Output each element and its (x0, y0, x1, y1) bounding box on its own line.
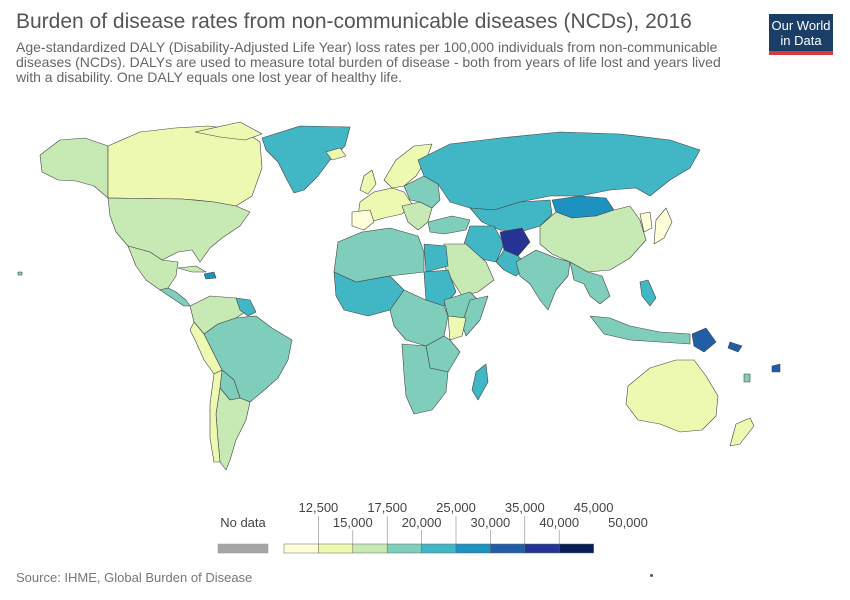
region-guianas[interactable] (235, 297, 257, 317)
legend-bottom-label: 50,000 (608, 515, 648, 530)
legend-no-data-swatch (217, 543, 269, 554)
region-iceland[interactable] (325, 147, 347, 161)
source-note: Source: IHME, Global Burden of Disease (16, 570, 253, 585)
region-philippines[interactable] (639, 279, 657, 307)
region-korea[interactable] (639, 211, 653, 233)
region-vanuatu[interactable] (743, 373, 751, 383)
region-cuba[interactable] (177, 265, 207, 273)
legend-top-label: 12,500 (299, 500, 339, 515)
legend-swatch (524, 543, 560, 554)
region-indonesia[interactable] (589, 315, 691, 345)
legend-no-data-label: No data (220, 515, 266, 530)
region-china[interactable] (539, 205, 647, 273)
region-japan[interactable] (653, 207, 673, 245)
region-madagascar[interactable] (471, 363, 489, 401)
legend-swatch (386, 543, 422, 554)
region-australia[interactable] (625, 359, 719, 433)
legend-top-label: 35,000 (505, 500, 545, 515)
region-central-africa[interactable] (389, 289, 449, 347)
region-arabia[interactable] (441, 243, 495, 297)
region-turkey[interactable] (427, 215, 471, 235)
region-solomon-islands[interactable] (727, 341, 743, 353)
legend-bottom-label: 40,000 (539, 515, 579, 530)
legend-top-label: 25,000 (436, 500, 476, 515)
legend-bottom-label: 30,000 (471, 515, 511, 530)
region-iberia[interactable] (351, 209, 375, 231)
legend-swatch (455, 543, 491, 554)
logo-line-1: Our World (771, 18, 831, 33)
region-greenland[interactable] (261, 125, 351, 194)
region-central-america[interactable] (159, 287, 191, 307)
region-india[interactable] (515, 249, 571, 311)
legend-swatch (490, 543, 526, 554)
region-hawaii[interactable] (17, 271, 23, 276)
region-uk[interactable] (359, 169, 377, 195)
region-usa[interactable] (107, 197, 251, 263)
world-map[interactable] (0, 110, 850, 490)
region-chile[interactable] (209, 369, 223, 463)
chart-title: Burden of disease rates from non-communi… (16, 10, 692, 33)
region-afghanistan[interactable] (499, 227, 531, 257)
region-egypt[interactable] (423, 243, 449, 273)
logo-line-2: in Data (780, 33, 822, 48)
legend-swatch (283, 543, 319, 554)
legend-bottom-label: 20,000 (402, 515, 442, 530)
legend-top-label: 45,000 (574, 500, 614, 515)
decorative-dot (650, 574, 653, 577)
region-hispaniola[interactable] (203, 271, 217, 280)
region-fiji[interactable] (771, 363, 781, 373)
legend-swatch (352, 543, 388, 554)
legend-swatch (421, 543, 457, 554)
region-russia[interactable] (417, 131, 701, 211)
region-papua-new-guinea[interactable] (691, 327, 717, 353)
region-mexico[interactable] (127, 245, 179, 291)
region-southern-africa[interactable] (401, 343, 449, 415)
region-alaska[interactable] (39, 137, 109, 199)
region-kenya[interactable] (447, 315, 467, 341)
legend-swatch (318, 543, 354, 554)
legend-swatch (558, 543, 594, 554)
owid-logo[interactable]: Our World in Data (769, 14, 833, 55)
region-new-zealand[interactable] (729, 417, 755, 447)
region-southeast-asia[interactable] (569, 261, 611, 305)
chart-subtitle: Age-standardized DALY (Disability-Adjust… (16, 39, 721, 85)
legend-top-label: 17,500 (367, 500, 407, 515)
region-arctic-islands[interactable] (194, 121, 263, 141)
legend-bottom-label: 15,000 (333, 515, 373, 530)
